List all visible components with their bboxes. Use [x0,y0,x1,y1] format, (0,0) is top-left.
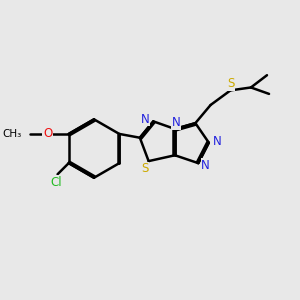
Text: S: S [141,163,149,176]
Text: N: N [213,135,221,148]
Text: Cl: Cl [51,176,62,189]
Text: S: S [227,77,235,91]
Text: O: O [43,128,52,140]
Text: N: N [201,159,210,172]
Text: CH₃: CH₃ [2,129,21,139]
Text: N: N [172,116,181,129]
Text: N: N [141,112,149,125]
